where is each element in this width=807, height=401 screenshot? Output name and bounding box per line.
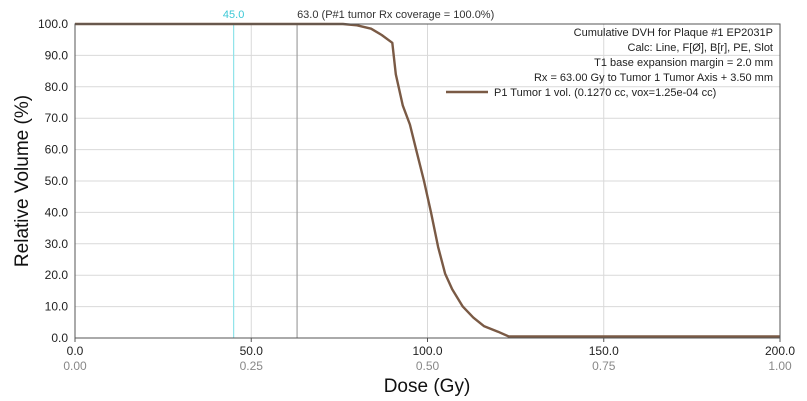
x-tick-label: 150.0 <box>589 344 619 358</box>
grid-lines <box>75 24 780 338</box>
legend: P1 Tumor 1 vol. (0.1270 cc, vox=1.25e-04… <box>446 87 716 99</box>
x-axis-title: Dose (Gy) <box>384 376 471 397</box>
series-line <box>75 22 780 338</box>
y-tick-label: 50.0 <box>45 174 69 188</box>
x-secondary-tick-label: 0.50 <box>416 359 440 373</box>
y-tick-label: 20.0 <box>45 268 69 282</box>
reference-line-label: 63.0 (P#1 tumor Rx coverage = 100.0%) <box>297 9 494 21</box>
reference-line-label: 45.0 <box>223 9 244 21</box>
y-tick-labels: 0.0 10.0 20.0 30.0 40.0 50.0 60.0 70.0 80.0 90.0 1… <box>38 17 68 345</box>
y-tick-label: 60.0 <box>45 143 69 157</box>
x-tick-label: 100.0 <box>412 344 442 358</box>
y-tick-label: 30.0 <box>45 237 69 251</box>
y-tick-label: 80.0 <box>45 80 69 94</box>
annotation-block: Cumulative DVH for Plaque #1 EP2031P Calc… <box>534 27 773 84</box>
x-tick-labels: 0.0 50.0 100.0 150.0 200.0 0.00 0.25 0.50 0.75 1.… <box>63 338 795 373</box>
x-secondary-tick-label: 0.25 <box>240 359 264 373</box>
y-tick-label: 40.0 <box>45 205 69 219</box>
y-tick-label: 0.0 <box>51 331 68 345</box>
annotation-line: Cumulative DVH for Plaque #1 EP2031P <box>574 27 773 39</box>
x-tick-label: 200.0 <box>765 344 795 358</box>
y-tick-label: 70.0 <box>45 111 69 125</box>
y-tick-label: 100.0 <box>38 17 68 31</box>
x-secondary-tick-label: 1.00 <box>768 359 792 373</box>
y-tick-label: 90.0 <box>45 48 69 62</box>
y-tick-label: 10.0 <box>45 300 69 314</box>
y-axis-title: Relative Volume (%) <box>12 95 33 267</box>
x-tick-label: 50.0 <box>240 344 264 358</box>
legend-label: P1 Tumor 1 vol. (0.1270 cc, vox=1.25e-04… <box>494 87 716 99</box>
annotation-line: Rx = 63.00 Gy to Tumor 1 Tumor Axis + 3.… <box>534 72 773 84</box>
annotation-line: Calc: Line, F[Ø], B[r], PE, Slot <box>628 42 774 54</box>
x-secondary-tick-label: 0.00 <box>63 359 87 373</box>
x-secondary-tick-label: 0.75 <box>592 359 616 373</box>
x-tick-label: 0.0 <box>67 344 84 358</box>
annotation-line: T1 base expansion margin = 2.0 mm <box>594 57 773 69</box>
reference-lines: 45.0 63.0 (P#1 tumor Rx coverage = 100.0%… <box>223 9 494 338</box>
series-layer <box>75 22 780 338</box>
